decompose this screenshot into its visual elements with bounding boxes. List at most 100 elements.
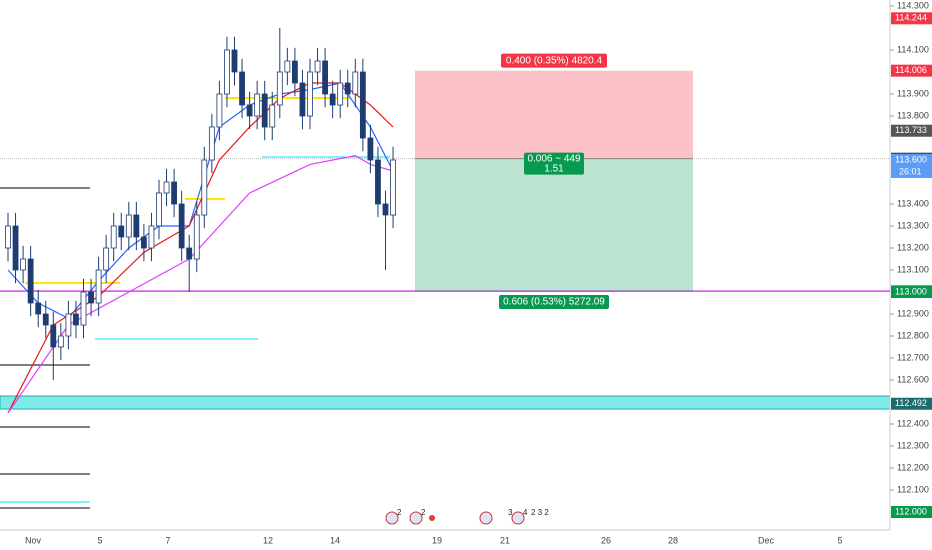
candle-body <box>276 71 283 106</box>
candle-body <box>239 71 245 106</box>
price-label: 112.000 <box>895 506 927 516</box>
price-label: 114.006 <box>895 65 927 75</box>
profit-zone <box>415 70 693 159</box>
price-label: 112.492 <box>895 398 927 408</box>
badge <box>524 152 584 175</box>
loss-zone <box>415 158 693 292</box>
x-tick-label: 14 <box>330 535 340 545</box>
candle-body <box>299 82 306 117</box>
y-tick-label: 113.800 <box>897 110 929 120</box>
candle-body <box>261 93 268 128</box>
price-label-bg <box>891 506 932 518</box>
x-tick-label: 12 <box>263 535 273 545</box>
event-icon <box>409 511 423 525</box>
x-tick-label: 5 <box>837 535 842 545</box>
candle-body <box>65 313 72 337</box>
x-tick-label: 7 <box>165 535 170 545</box>
candle-body <box>35 302 42 315</box>
y-tick-label: 112.400 <box>897 418 929 428</box>
candle-body <box>88 291 94 304</box>
countdown-bg <box>891 166 932 178</box>
zone <box>0 395 891 410</box>
candle-body <box>163 181 170 194</box>
price-label-bg <box>891 12 932 25</box>
candle-body <box>171 181 178 205</box>
candle-body <box>42 313 49 326</box>
x-tick-label: 28 <box>668 535 678 545</box>
y-tick-label: 113.400 <box>897 198 929 208</box>
event-count: 2 <box>421 508 426 517</box>
candle-body <box>307 71 313 117</box>
badge <box>499 295 609 309</box>
candle-body <box>382 203 389 216</box>
price-label-bg <box>891 64 932 77</box>
candle-body <box>118 225 125 238</box>
candle-body <box>140 236 147 249</box>
price-label: 113.733 <box>895 125 927 135</box>
event-count: 2 <box>397 508 402 517</box>
price-label: 114.244 <box>895 13 927 23</box>
candle-body <box>367 137 374 161</box>
candle-body <box>269 104 276 128</box>
levels <box>0 97 891 509</box>
candle-body <box>314 60 321 73</box>
event-dot <box>429 515 435 521</box>
candle-body <box>156 192 162 227</box>
y-tick-label: 112.300 <box>897 440 929 450</box>
candle-body <box>57 335 64 348</box>
price-label-bg <box>891 124 932 137</box>
candle-body <box>12 225 19 271</box>
candle-body <box>359 71 366 139</box>
event-count: 2 3 2 <box>531 508 549 517</box>
badge-label: 0.606 (0.53%) 5272.09 <box>503 297 605 308</box>
candle-body <box>284 60 291 73</box>
y-tick-label: 112.600 <box>897 374 929 384</box>
event-count: 4 <box>523 508 528 517</box>
price-label-bg <box>891 286 932 298</box>
y-tick-label: 113.200 <box>897 242 929 252</box>
candle-body <box>148 225 155 249</box>
candle-body <box>103 247 110 271</box>
candle-body <box>254 93 261 117</box>
x-tick-label: 21 <box>500 535 510 545</box>
candle-body <box>27 258 34 304</box>
candle-body <box>5 225 11 249</box>
candle-body <box>208 126 215 161</box>
candle-body <box>50 324 57 348</box>
candle-body <box>322 60 329 95</box>
candle-body <box>73 313 79 326</box>
candle-body <box>125 214 132 238</box>
badge <box>501 53 607 68</box>
candle-body <box>20 258 27 271</box>
x-tick-label: 19 <box>432 535 442 545</box>
y-tick-label: 112.900 <box>897 308 929 318</box>
badge-label: 1.51 <box>544 163 564 174</box>
candle-body <box>193 214 200 260</box>
y-tick-label: 112.800 <box>897 330 929 340</box>
candle-body <box>80 291 87 326</box>
candle-body <box>95 269 102 304</box>
y-tick-label: 112.200 <box>897 462 929 472</box>
x-tick-label: 5 <box>97 535 102 545</box>
candle-body <box>133 214 140 238</box>
x-tick-label: Nov <box>25 535 42 545</box>
countdown: 26:01 <box>899 166 922 176</box>
moving-average <box>7 154 394 414</box>
candle-body <box>110 225 117 249</box>
y-tick-label: 114.100 <box>897 44 929 54</box>
candle-body <box>375 159 381 205</box>
y-tick-label: 112.700 <box>897 352 929 362</box>
x-tick-label: Dec <box>758 535 775 545</box>
candle-body <box>390 159 396 216</box>
y-tick-label: 113.300 <box>897 220 929 230</box>
badge-label: 0.400 (0.35%) 4820.4 <box>506 55 603 66</box>
price-label: 113.000 <box>895 286 927 296</box>
candle-body <box>224 49 230 95</box>
event-icon <box>511 511 525 525</box>
y-tick-label: 113.100 <box>897 264 929 274</box>
y-tick-label: 112.100 <box>897 484 929 494</box>
price-label-bg <box>891 154 932 166</box>
candle-body <box>329 93 336 106</box>
